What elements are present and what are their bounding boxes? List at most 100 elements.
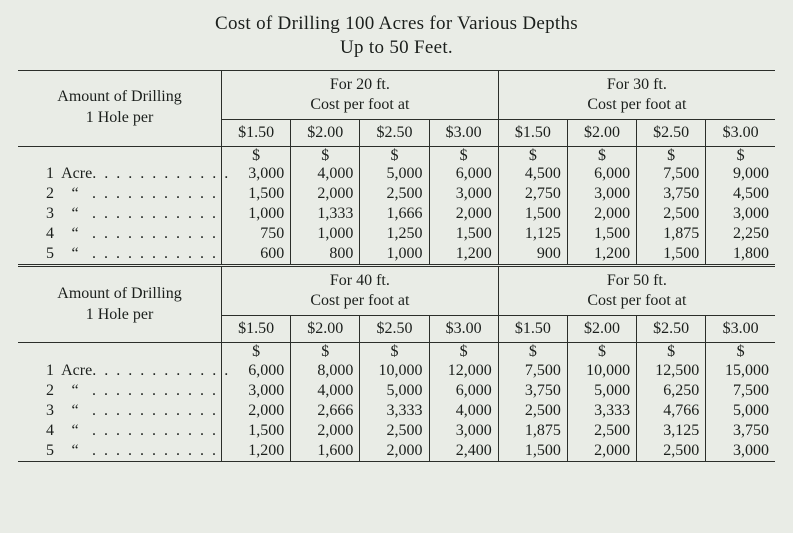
- cell: 3,750: [706, 421, 775, 441]
- cell: 4,500: [706, 184, 775, 204]
- cell: 2,750: [498, 184, 567, 204]
- row-number: 1: [46, 165, 54, 182]
- currency-symbol: $: [706, 146, 775, 164]
- cell: 4,000: [291, 164, 360, 184]
- leader-dots: . . . . . . . . . . . .: [92, 165, 230, 182]
- rate-40-1: $1.50: [222, 316, 291, 343]
- depth-30-l2: Cost per foot at: [587, 96, 686, 113]
- cell: 1,500: [637, 244, 706, 266]
- table-row: 4 “ . . . . . . . . . . . 750 1,000 1,25…: [18, 224, 775, 244]
- row-label: 1 Acre. . . . . . . . . . . .: [18, 164, 222, 184]
- cell: 2,000: [567, 204, 636, 224]
- currency-symbol: $: [222, 146, 291, 164]
- page-title: Cost of Drilling 100 Acres for Various D…: [18, 12, 775, 60]
- cell: 3,000: [222, 381, 291, 401]
- table-row: 3 “ . . . . . . . . . . . 1,000 1,333 1,…: [18, 204, 775, 224]
- amount-header: Amount of Drilling 1 Hole per: [18, 70, 222, 146]
- cell: 2,500: [567, 421, 636, 441]
- ditto-mark: “: [70, 402, 80, 420]
- cell: 7,500: [706, 381, 775, 401]
- title-line-1: Cost of Drilling 100 Acres for Various D…: [215, 13, 578, 34]
- cell: 1,875: [637, 224, 706, 244]
- row-label: 2 “ . . . . . . . . . . .: [18, 184, 222, 204]
- row-label: 4 “ . . . . . . . . . . .: [18, 224, 222, 244]
- cell: 10,000: [567, 361, 636, 381]
- row-number: 5: [46, 245, 54, 262]
- cell: 1,000: [222, 204, 291, 224]
- row-number: 3: [46, 402, 54, 419]
- depth-20-l2: Cost per foot at: [310, 96, 409, 113]
- cost-table: Amount of Drilling 1 Hole per For 20 ft.…: [18, 70, 775, 462]
- leader-dots: . . . . . . . . . . .: [92, 225, 218, 242]
- row-number: 5: [46, 442, 54, 459]
- cell: 15,000: [706, 361, 775, 381]
- cell: 1,000: [360, 244, 429, 266]
- table-row: 5 “ . . . . . . . . . . . 1,200 1,600 2,…: [18, 441, 775, 462]
- currency-symbol: $: [498, 146, 567, 164]
- cell: 2,400: [429, 441, 498, 462]
- rate-50-4: $3.00: [706, 316, 775, 343]
- cell: 1,500: [567, 224, 636, 244]
- cell: 3,000: [567, 184, 636, 204]
- row-number: 4: [46, 422, 54, 439]
- blank-cell: [18, 343, 222, 361]
- cell: 1,800: [706, 244, 775, 266]
- depth-30-l1: For 30 ft.: [607, 76, 667, 93]
- cell: 2,000: [360, 441, 429, 462]
- rate-40-2: $2.00: [291, 316, 360, 343]
- leader-dots: . . . . . . . . . . .: [92, 205, 218, 222]
- blank-cell: [18, 146, 222, 164]
- rate-30-1: $1.50: [498, 119, 567, 146]
- table-row: 5 “ . . . . . . . . . . . 600 800 1,000 …: [18, 244, 775, 266]
- ditto-mark: “: [70, 205, 80, 223]
- cell: 1,600: [291, 441, 360, 462]
- leader-dots: . . . . . . . . . . .: [92, 402, 218, 419]
- page: Cost of Drilling 100 Acres for Various D…: [0, 0, 793, 533]
- currency-symbol: $: [291, 146, 360, 164]
- cell: 6,000: [429, 381, 498, 401]
- cell: 3,000: [706, 204, 775, 224]
- cell: 1,333: [291, 204, 360, 224]
- cell: 1,875: [498, 421, 567, 441]
- depth-20-l1: For 20 ft.: [330, 76, 390, 93]
- currency-symbol: $: [360, 343, 429, 361]
- leader-dots: . . . . . . . . . . .: [92, 382, 218, 399]
- cell: 2,500: [637, 441, 706, 462]
- depth-50-l2: Cost per foot at: [587, 292, 686, 309]
- cell: 1,500: [429, 224, 498, 244]
- row-number: 3: [46, 205, 54, 222]
- rate-30-3: $2.50: [637, 119, 706, 146]
- row-unit: Acre: [61, 165, 92, 182]
- table-row: 3 “ . . . . . . . . . . . 2,000 2,666 3,…: [18, 401, 775, 421]
- currency-symbol: $: [637, 146, 706, 164]
- cell: 900: [498, 244, 567, 266]
- cell: 2,000: [291, 184, 360, 204]
- cell: 2,500: [360, 184, 429, 204]
- row-label: 1 Acre. . . . . . . . . . . .: [18, 361, 222, 381]
- leader-dots: . . . . . . . . . . .: [92, 185, 218, 202]
- cell: 7,500: [637, 164, 706, 184]
- cell: 1,200: [429, 244, 498, 266]
- cell: 1,200: [222, 441, 291, 462]
- cell: 4,766: [637, 401, 706, 421]
- symbol-row: $ $ $ $ $ $ $ $: [18, 343, 775, 361]
- ditto-mark: “: [70, 382, 80, 400]
- leader-dots: . . . . . . . . . . .: [92, 245, 218, 262]
- rate-50-2: $2.00: [567, 316, 636, 343]
- cell: 2,000: [291, 421, 360, 441]
- rate-30-4: $3.00: [706, 119, 775, 146]
- symbol-row: $ $ $ $ $ $ $ $: [18, 146, 775, 164]
- currency-symbol: $: [706, 343, 775, 361]
- cell: 4,500: [498, 164, 567, 184]
- rate-20-3: $2.50: [360, 119, 429, 146]
- cell: 7,500: [498, 361, 567, 381]
- cell: 5,000: [567, 381, 636, 401]
- cell: 1,500: [222, 421, 291, 441]
- currency-symbol: $: [360, 146, 429, 164]
- cell: 4,000: [429, 401, 498, 421]
- cell: 2,500: [637, 204, 706, 224]
- cell: 12,500: [637, 361, 706, 381]
- currency-symbol: $: [429, 146, 498, 164]
- title-line-2: Up to 50 Feet.: [340, 37, 453, 58]
- cell: 1,500: [498, 204, 567, 224]
